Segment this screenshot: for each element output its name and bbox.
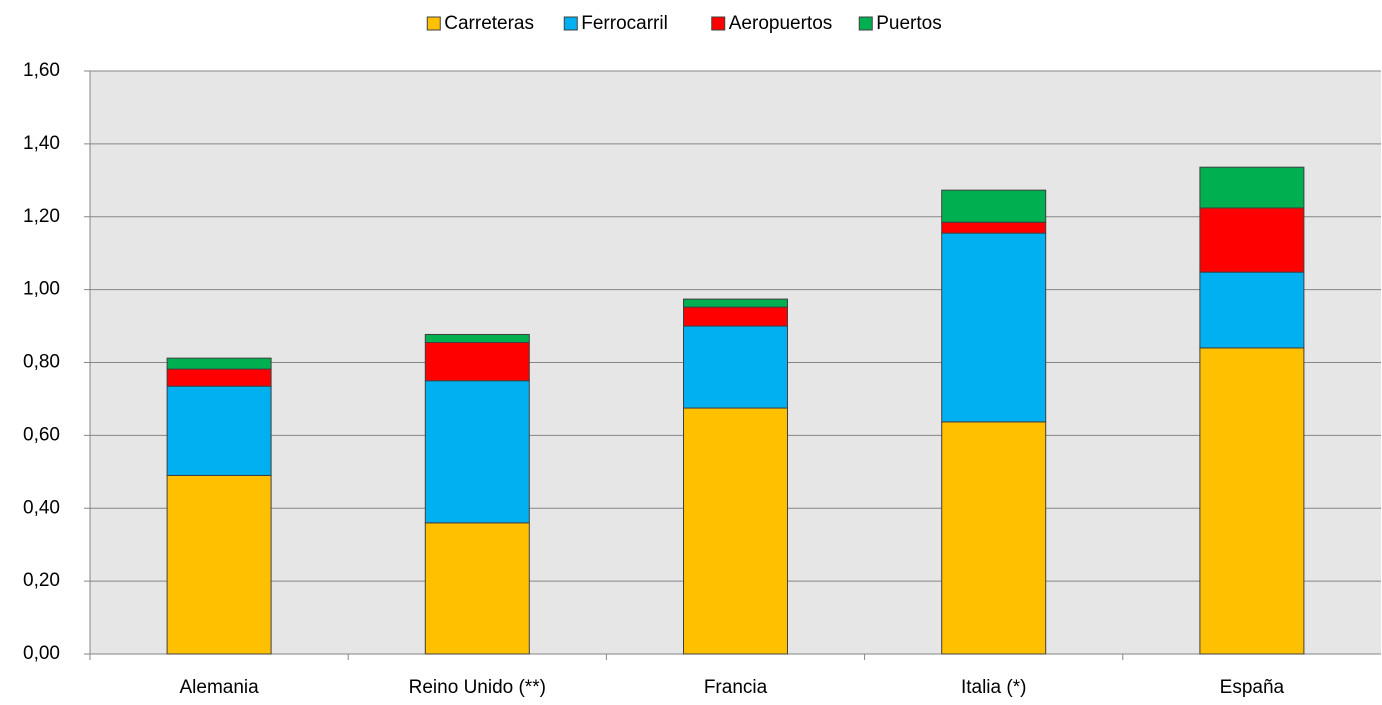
y-tick-label: 1,40 (23, 133, 60, 154)
bar-segment (941, 221, 1047, 234)
bar-segment (424, 380, 530, 524)
bar-segment (683, 306, 788, 327)
bar-segment (424, 333, 530, 343)
legend-swatch (711, 16, 726, 31)
bar-segment (166, 368, 272, 387)
y-tick-label: 1,60 (23, 60, 60, 81)
bar-segment (1199, 166, 1305, 209)
y-tick-label: 1,20 (23, 206, 60, 227)
x-tick-label: España (1220, 677, 1285, 698)
y-tick-label: 0,80 (23, 352, 60, 373)
bar-segment (683, 407, 788, 655)
y-tick-label: 0,60 (23, 424, 60, 445)
legend-swatch (858, 16, 873, 31)
bar-segment (941, 189, 1047, 223)
bar-segment (424, 522, 530, 655)
x-tick-label: Alemania (179, 677, 259, 698)
bar-segment (1199, 271, 1305, 349)
bar-segment (424, 341, 530, 382)
bar-segment (683, 325, 788, 409)
y-tick-label: 0,40 (23, 497, 60, 518)
bar-segment (1199, 347, 1305, 655)
bar-segment (1199, 207, 1305, 273)
x-tick-label: Francia (704, 677, 768, 698)
x-tick-label: Reino Unido (**) (409, 677, 546, 698)
legend-label: Ferrocarril (581, 13, 668, 34)
bar-segment (166, 357, 272, 370)
legend-swatch (426, 16, 441, 31)
bar-segment (683, 298, 788, 308)
bar-segment (941, 421, 1047, 655)
legend-label: Carreteras (444, 13, 534, 34)
x-tick-label: Italia (*) (961, 677, 1026, 698)
y-tick-label: 1,00 (23, 279, 60, 300)
legend-label: Puertos (876, 13, 941, 34)
legend-label: Aeropuertos (729, 13, 833, 34)
y-tick-label: 0,00 (23, 643, 60, 664)
bar-segment (166, 385, 272, 476)
y-tick-label: 0,20 (23, 570, 60, 591)
legend-swatch (563, 16, 578, 31)
bar-segment (166, 474, 272, 655)
bar-segment (941, 232, 1047, 423)
